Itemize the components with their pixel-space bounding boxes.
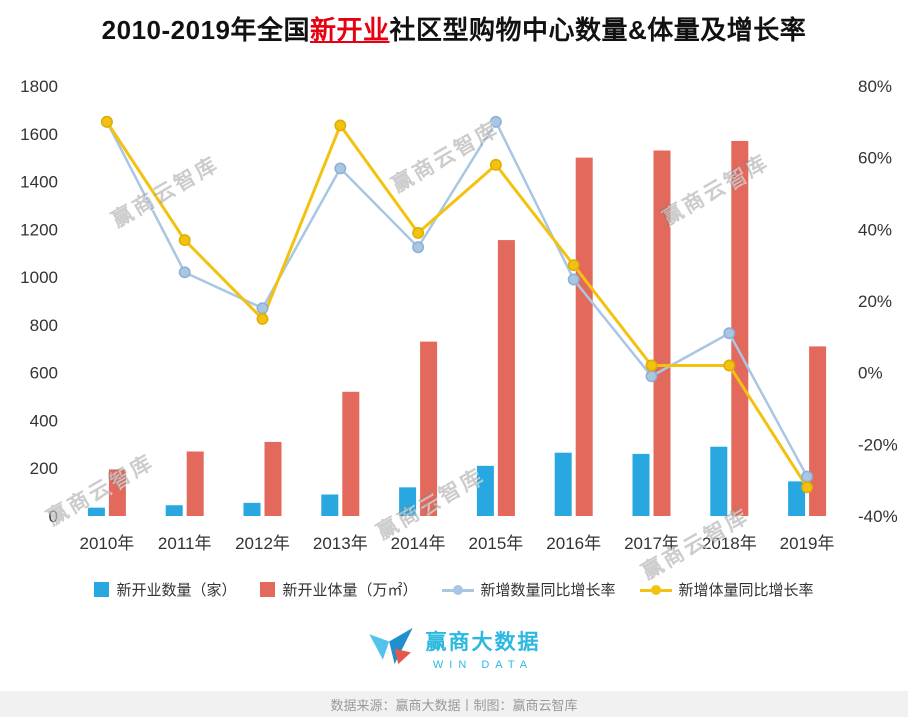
line-quantity-growth <box>105 120 809 478</box>
legend-line-swatch-quantity-growth <box>441 583 474 597</box>
legend-label-quantity-growth: 新增数量同比增长率 <box>480 582 616 599</box>
marker-quantity-growth <box>567 273 580 286</box>
brand-logo-text: 赢商大数据 WIN DATA <box>426 626 541 671</box>
marker-volume-growth <box>645 359 658 372</box>
marker-quantity-growth <box>334 162 347 175</box>
bar-volume <box>497 240 515 517</box>
windata-logo-icon <box>368 627 414 670</box>
bar-volume <box>653 150 671 516</box>
marker-quantity-growth <box>256 302 269 315</box>
brand-subtitle: WIN DATA <box>432 659 534 671</box>
left-axis-tick: 400 <box>30 411 58 430</box>
legend-label-volume-growth: 新增体量同比增长率 <box>678 582 814 599</box>
x-axis-label: 2013年 <box>313 534 368 553</box>
x-axis-label: 2012年 <box>235 534 290 553</box>
x-axis-label: 2018年 <box>702 534 757 553</box>
marker-quantity-growth <box>645 370 658 383</box>
marker-volume-growth <box>567 259 580 272</box>
bar-quantity <box>243 502 261 516</box>
title-highlight: 新开业 <box>310 15 390 45</box>
x-axis-label: 2016年 <box>546 534 601 553</box>
brand-name: 赢商大数据 <box>425 631 541 654</box>
x-axis-label: 2010年 <box>79 534 134 553</box>
marker-volume-growth <box>178 234 191 247</box>
bar-quantity <box>788 481 806 516</box>
legend: 新开业数量（家） 新开业体量（万㎡） 新增数量同比增长率 新增体量同比增长率 <box>0 579 908 600</box>
marker-volume-growth <box>256 312 269 325</box>
left-axis-tick: 200 <box>30 459 58 478</box>
legend-label-volume-bar: 新开业体量（万㎡） <box>282 582 418 599</box>
legend-swatch-quantity-bar <box>94 582 110 597</box>
chart-title: 2010-2019年全国新开业社区型购物中心数量&体量及增长率 <box>102 10 807 47</box>
marker-quantity-growth <box>801 470 814 483</box>
bar-volume <box>420 341 438 516</box>
right-axis-tick: 40% <box>858 220 892 239</box>
line-volume-growth <box>105 120 809 489</box>
right-axis-tick: 60% <box>858 149 892 168</box>
bar-quantity <box>87 507 105 516</box>
marker-quantity-growth <box>178 266 191 279</box>
bar-quantity <box>321 494 339 516</box>
bar-volume <box>186 451 204 516</box>
x-axis-label: 2019年 <box>780 534 835 553</box>
left-axis-tick: 600 <box>30 364 58 383</box>
right-axis-tick: -40% <box>858 507 898 526</box>
chart-canvas: 0 200 400 600 800 1000 1200 1400 1600 1800 -40% -20… <box>20 77 898 553</box>
footer-source-text: 数据来源：赢商大数据丨制图：赢商云智库 <box>330 697 578 713</box>
marker-volume-growth <box>489 158 502 171</box>
bar-quantity <box>710 446 728 516</box>
x-axis-label: 2017年 <box>624 534 679 553</box>
x-axis-label: 2015年 <box>468 534 523 553</box>
title-suffix: 社区型购物中心数量&体量及增长率 <box>389 15 807 45</box>
x-axis-label: 2011年 <box>158 534 212 553</box>
bar-quantity <box>476 465 494 516</box>
left-axis-tick: 1600 <box>20 125 58 144</box>
x-axis-label: 2014年 <box>391 534 446 553</box>
marker-quantity-growth <box>412 241 425 254</box>
left-axis-tick: 800 <box>30 316 58 335</box>
legend-dot-quantity-growth <box>452 584 463 595</box>
bar-volume <box>731 140 749 516</box>
bar-quantity <box>399 487 417 516</box>
marker-volume-growth <box>334 119 347 132</box>
bar-volume <box>575 157 593 516</box>
bar-volume <box>108 469 126 516</box>
bar-volume <box>264 441 282 516</box>
right-axis-tick: 80% <box>858 77 892 96</box>
footer-bar: 数据来源：赢商大数据丨制图：赢商云智库 <box>0 691 908 717</box>
legend-line-swatch-volume-growth <box>639 583 672 597</box>
marker-quantity-growth <box>489 115 502 128</box>
legend-item-quantity-bar: 新开业数量（家） <box>94 579 236 600</box>
marker-volume-growth <box>412 226 425 239</box>
legend-label-quantity-bar: 新开业数量（家） <box>116 582 237 599</box>
marker-volume-growth <box>723 359 736 372</box>
left-axis-tick: 1200 <box>20 220 58 239</box>
left-axis-tick: 1400 <box>20 173 58 192</box>
left-axis-tick: 0 <box>49 507 58 526</box>
left-axis-tick: 1000 <box>20 268 58 287</box>
bar-quantity <box>165 505 183 516</box>
bar-quantity <box>554 452 572 516</box>
bar-volume <box>809 346 827 516</box>
legend-item-quantity-growth: 新增数量同比增长率 <box>441 579 616 600</box>
left-axis-tick: 1800 <box>20 77 58 96</box>
chart-area: 0 200 400 600 800 1000 1200 1400 1600 1800 -40% -20… <box>0 61 908 584</box>
legend-item-volume-bar: 新开业体量（万㎡） <box>260 579 418 600</box>
brand-logo: 赢商大数据 WIN DATA <box>368 626 541 671</box>
title-prefix: 2010-2019年全国 <box>101 15 311 45</box>
marker-quantity-growth <box>723 327 736 340</box>
right-axis-tick: 0% <box>858 364 883 383</box>
marker-volume-growth <box>801 481 814 494</box>
legend-item-volume-growth: 新增体量同比增长率 <box>639 579 814 600</box>
bar-quantity <box>632 453 650 516</box>
right-axis-tick: 20% <box>858 292 892 311</box>
bar-volume <box>342 391 360 516</box>
legend-dot-volume-growth <box>650 584 661 595</box>
legend-swatch-volume-bar <box>260 582 276 597</box>
right-axis-tick: -20% <box>858 435 898 454</box>
marker-volume-growth <box>100 115 113 128</box>
